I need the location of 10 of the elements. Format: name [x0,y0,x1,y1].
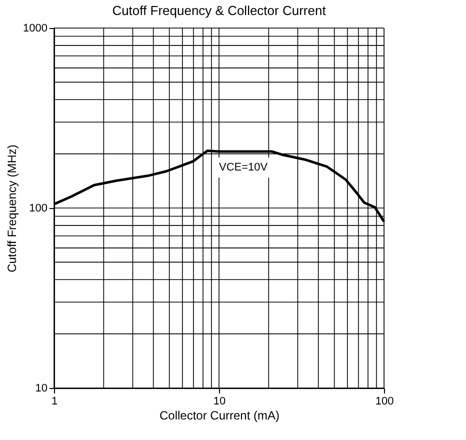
x-tick-label: 100 [375,396,394,408]
chart-title: Cutoff Frequency & Collector Current [112,3,326,18]
y-tick-label: 10 [35,382,48,394]
x-tick-label: 10 [213,396,226,408]
y-tick-label: 100 [29,202,48,214]
annotation: VCE=10V [219,162,268,174]
y-axis-title: Cutoff Frequency (MHz) [5,144,20,272]
x-tick-label: 1 [51,396,58,408]
x-axis-title: Collector Current (mA) [159,408,280,422]
y-tick-label: 1000 [23,22,48,34]
